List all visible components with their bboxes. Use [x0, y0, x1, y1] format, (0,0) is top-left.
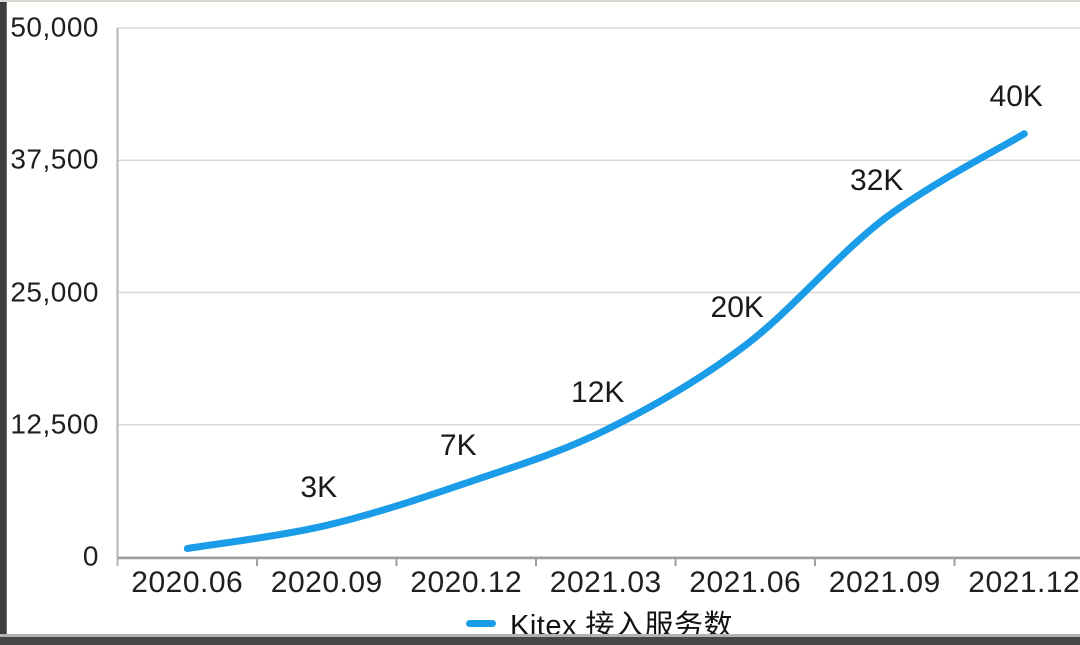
- x-tick-label: 2021.06: [689, 566, 802, 599]
- data-point-label: 20K: [710, 291, 764, 325]
- x-tick-label: 2020.06: [131, 566, 244, 599]
- y-tick-label: 12,500: [10, 408, 99, 440]
- y-tick-label: 25,000: [10, 275, 99, 307]
- window-left-border: [0, 0, 7, 645]
- legend-line-swatch: [466, 619, 496, 627]
- x-tick-label: 2021.09: [828, 566, 941, 599]
- x-tick-label: 2021.12: [968, 566, 1080, 599]
- data-point-label: 12K: [571, 376, 625, 410]
- data-point-label: 32K: [850, 164, 904, 198]
- y-tick-label: 0: [82, 540, 99, 572]
- data-point-label: 40K: [989, 79, 1043, 113]
- x-tick-label: 2020.12: [410, 566, 523, 599]
- data-point-label: 3K: [300, 471, 338, 505]
- y-tick-label: 50,000: [10, 11, 99, 43]
- y-tick-label: 37,500: [10, 143, 99, 175]
- series-line-kitex: [183, 130, 1028, 552]
- x-tick-label: 2020.09: [270, 566, 383, 599]
- window-bottom-divider: [0, 634, 1080, 637]
- x-tick-label: 2021.03: [549, 566, 662, 599]
- window-top-border: [0, 0, 1080, 2]
- window-bottom-border: [0, 637, 1080, 645]
- data-point-label: 7K: [439, 428, 477, 462]
